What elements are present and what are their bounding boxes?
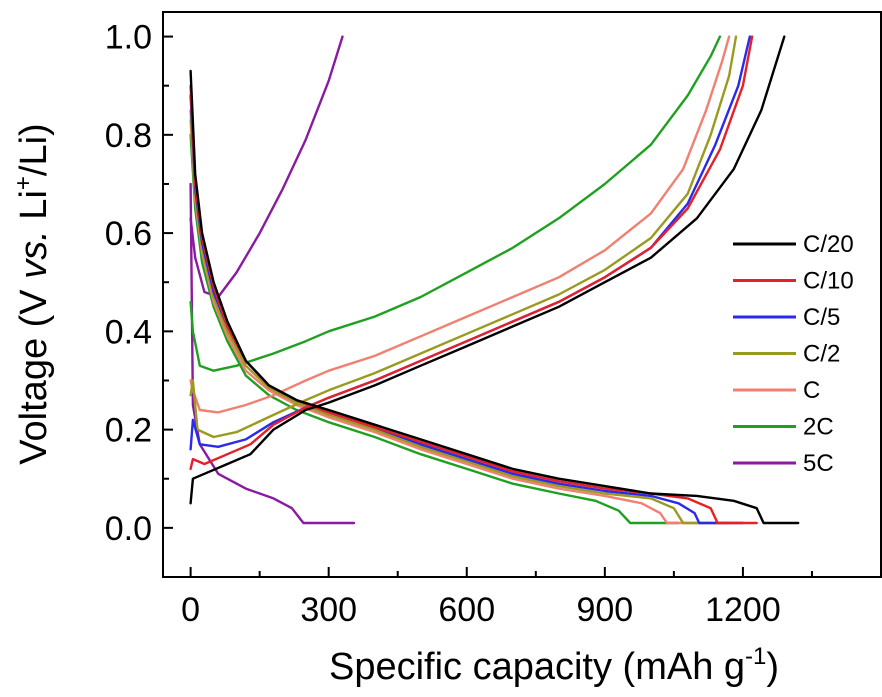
x-tick-label: 300 <box>300 591 357 629</box>
charge-curve-c-10 <box>189 35 754 471</box>
legend-label-c-5: C/5 <box>803 304 840 331</box>
discharge-curve-c-5 <box>189 94 745 525</box>
discharge-curve-c-2 <box>189 109 731 525</box>
legend-label-c-2: C/2 <box>803 341 840 368</box>
axis-ticks: 0 300 600 900 1200 0.0 0.2 0.4 0.6 0.8 1.0 <box>105 19 813 629</box>
plot-frame <box>162 11 882 578</box>
x-tick-label: 600 <box>438 591 495 629</box>
x-tick-label: 900 <box>576 591 633 629</box>
legend-label-c: C <box>803 377 820 404</box>
legend-label-c-20: C/20 <box>803 231 854 258</box>
y-tick-label: 0.2 <box>105 412 152 450</box>
y-tick-label: 0.6 <box>105 215 152 253</box>
discharge-curve-c <box>189 118 717 525</box>
discharge-curve-c-10 <box>189 84 758 525</box>
discharge-curve-5c <box>189 182 356 525</box>
y-tick-label: 0.0 <box>105 510 152 548</box>
series-curves <box>189 35 800 525</box>
y-tick-label: 0.8 <box>105 117 152 155</box>
charge-curve-c-2 <box>189 35 738 439</box>
y-tick-label: 0.4 <box>105 313 152 351</box>
charge-curve-c-20 <box>189 35 786 505</box>
discharge-curve-2c <box>189 133 680 525</box>
charge-curve-2c <box>189 35 722 372</box>
legend-label-5c: 5C <box>803 450 834 477</box>
x-tick-label: 1200 <box>705 591 781 629</box>
charge-curve-5c <box>189 35 344 299</box>
charge-curve-c <box>189 35 731 414</box>
legend-label-c-10: C/10 <box>803 268 854 295</box>
legend: C/20 C/10 C/5 C/2 C 2C 5C <box>733 231 854 477</box>
x-axis-title: Specific capacity (mAh g-1) <box>329 643 779 688</box>
x-tick-label: 0 <box>181 591 200 629</box>
discharge-curve-c-20 <box>189 69 800 525</box>
y-axis-title: Voltage (V vs. Li+/Li) <box>10 123 55 464</box>
y-tick-label: 1.0 <box>105 19 152 57</box>
legend-label-2c: 2C <box>803 414 834 441</box>
